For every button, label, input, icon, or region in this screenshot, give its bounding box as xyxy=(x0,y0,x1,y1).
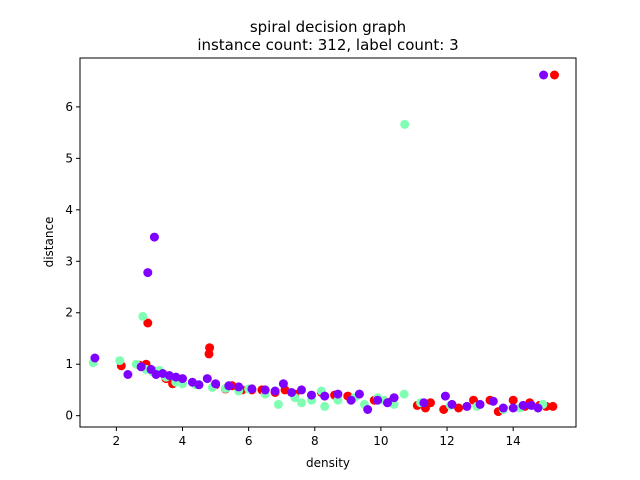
point-red-38 xyxy=(550,70,559,80)
y-axis-label: distance xyxy=(42,217,56,268)
y-tick-label: 5 xyxy=(65,151,73,165)
x-tick-label: 12 xyxy=(439,434,454,448)
point-purple-28 xyxy=(363,405,373,414)
x-axis-label: density xyxy=(306,456,350,470)
point-purple-39 xyxy=(508,403,518,413)
point-purple-0 xyxy=(90,353,100,363)
point-purple-16 xyxy=(234,382,244,392)
y-tick-label: 6 xyxy=(65,100,73,114)
y-tick-label: 0 xyxy=(65,409,73,423)
y-tick-label: 3 xyxy=(65,254,73,268)
point-purple-6 xyxy=(151,370,161,379)
point-purple-30 xyxy=(383,398,392,408)
point-purple-21 xyxy=(287,388,297,397)
point-aqua-3 xyxy=(138,311,148,321)
point-purple-26 xyxy=(346,395,356,405)
point-purple-3 xyxy=(143,268,153,278)
point-purple-20 xyxy=(278,379,288,389)
point-red-28 xyxy=(454,403,464,413)
point-aqua-1 xyxy=(115,356,125,366)
point-purple-17 xyxy=(247,384,257,394)
point-purple-38 xyxy=(498,403,508,413)
point-purple-12 xyxy=(194,380,204,390)
point-purple-40 xyxy=(518,400,528,410)
point-aqua-21 xyxy=(320,401,330,411)
y-tick-label: 2 xyxy=(65,306,73,320)
point-purple-32 xyxy=(419,398,429,408)
point-red-37 xyxy=(548,401,558,411)
point-aqua-29 xyxy=(400,119,410,129)
point-purple-14 xyxy=(211,379,221,389)
scatter-points xyxy=(88,70,559,417)
point-purple-31 xyxy=(389,393,399,403)
point-aqua-16 xyxy=(273,399,283,409)
point-aqua-18 xyxy=(297,398,306,408)
point-purple-34 xyxy=(447,399,457,409)
x-tick-label: 4 xyxy=(179,434,187,448)
point-purple-25 xyxy=(333,389,343,399)
point-red-32 xyxy=(508,395,518,405)
point-purple-13 xyxy=(202,374,212,384)
point-purple-5 xyxy=(149,232,159,242)
point-purple-33 xyxy=(440,391,450,401)
x-tick-label: 2 xyxy=(113,434,121,448)
point-aqua-28 xyxy=(399,389,409,399)
x-axis-ticks: 2 4 6 8 10 12 14 xyxy=(113,427,521,448)
point-purple-27 xyxy=(354,389,364,399)
point-red-9 xyxy=(205,343,215,353)
point-purple-2 xyxy=(136,362,146,372)
point-purple-36 xyxy=(475,399,485,409)
x-tick-label: 8 xyxy=(311,434,319,448)
point-red-27 xyxy=(439,405,449,414)
x-tick-label: 6 xyxy=(245,434,253,448)
plot-frame xyxy=(79,57,577,428)
x-tick-label: 10 xyxy=(373,434,388,448)
point-purple-19 xyxy=(270,386,280,396)
point-purple-24 xyxy=(320,391,330,401)
point-purple-23 xyxy=(307,390,316,400)
chart-title-line-2: instance count: 312, label count: 3 xyxy=(197,36,458,54)
point-purple-35 xyxy=(462,401,472,411)
point-purple-43 xyxy=(539,70,549,80)
x-tick-label: 14 xyxy=(506,434,521,448)
y-tick-label: 4 xyxy=(65,203,73,217)
y-axis-ticks: 0 1 2 3 4 5 6 xyxy=(65,100,80,423)
y-tick-label: 1 xyxy=(65,357,73,371)
point-purple-42 xyxy=(533,403,543,413)
point-purple-15 xyxy=(224,381,234,391)
point-purple-18 xyxy=(260,385,270,395)
point-purple-29 xyxy=(373,395,383,405)
chart-title-line-1: spiral decision graph xyxy=(250,18,406,36)
point-purple-1 xyxy=(123,370,133,379)
point-purple-10 xyxy=(178,374,187,384)
point-red-26 xyxy=(426,398,435,408)
point-purple-22 xyxy=(297,385,306,395)
point-red-3 xyxy=(143,318,153,328)
point-purple-37 xyxy=(488,396,498,406)
